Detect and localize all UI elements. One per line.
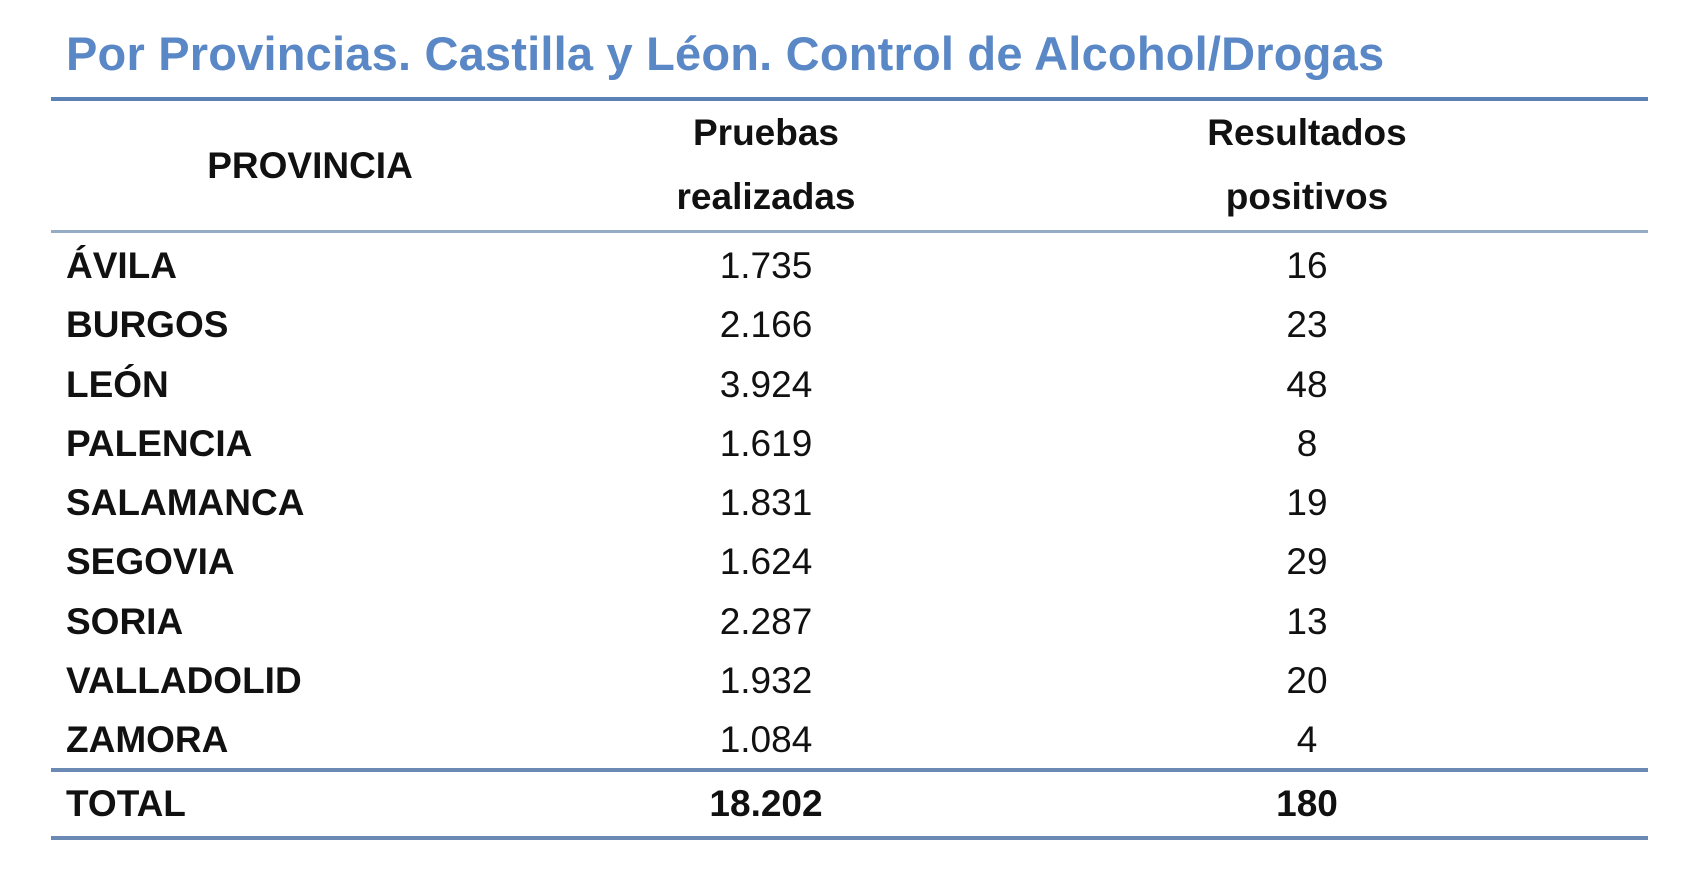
cell-positivos: 23 xyxy=(1286,304,1328,346)
header-resultados-line1: Resultados xyxy=(1207,112,1407,153)
header-resultados-positivos: Resultados positivos xyxy=(1207,101,1406,229)
cell-provincia: PALENCIA xyxy=(66,422,253,464)
cell-positivos: 16 xyxy=(1286,245,1328,286)
header-provincia: PROVINCIA xyxy=(207,145,413,186)
total-row: TOTAL 18.202 180 xyxy=(0,773,1706,835)
cell-positivos: 29 xyxy=(1286,541,1328,583)
header-pruebas-realizadas: Pruebas realizadas xyxy=(677,101,856,229)
bottom-rule xyxy=(51,836,1648,840)
header-resultados-line2: positivos xyxy=(1225,176,1389,217)
table-row: VALLADOLID 1.932 20 xyxy=(0,651,1706,710)
cell-pruebas: 1.624 xyxy=(719,541,813,583)
page-title: Por Provincias. Castilla y Léon. Control… xyxy=(66,27,1385,80)
cell-pruebas: 2.287 xyxy=(719,600,813,642)
cell-positivos: 20 xyxy=(1286,660,1328,702)
header-pruebas-line1: Pruebas xyxy=(692,112,840,153)
cell-provincia: ÁVILA xyxy=(66,245,177,286)
cell-positivos: 13 xyxy=(1286,600,1328,642)
cell-positivos: 4 xyxy=(1296,719,1318,761)
cell-provincia: BURGOS xyxy=(66,304,229,346)
title-rule xyxy=(51,97,1648,101)
table-row: ÁVILA 1.735 16 xyxy=(0,236,1706,295)
cell-provincia: SALAMANCA xyxy=(66,482,305,524)
header-pruebas-line2: realizadas xyxy=(676,176,856,217)
table-row: ZAMORA 1.084 4 xyxy=(0,710,1706,769)
cell-pruebas: 1.735 xyxy=(719,245,813,286)
table-row: PALENCIA 1.619 8 xyxy=(0,414,1706,473)
header-separator xyxy=(51,230,1648,233)
cell-pruebas: 1.084 xyxy=(719,719,813,761)
cell-provincia: LEÓN xyxy=(66,363,169,405)
table-body: ÁVILA 1.735 16 BURGOS 2.166 23 LEÓN 3.92… xyxy=(0,236,1706,770)
cell-provincia: SEGOVIA xyxy=(66,541,235,583)
cell-pruebas: 2.166 xyxy=(719,304,813,346)
table-row: BURGOS 2.166 23 xyxy=(0,295,1706,354)
cell-pruebas: 1.619 xyxy=(719,422,813,464)
cell-positivos: 8 xyxy=(1296,422,1318,464)
cell-provincia: ZAMORA xyxy=(66,719,229,761)
table-row: SORIA 2.287 13 xyxy=(0,592,1706,651)
total-separator xyxy=(51,768,1648,772)
cell-positivos: 48 xyxy=(1286,363,1328,405)
table-row: SALAMANCA 1.831 19 xyxy=(0,473,1706,532)
cell-positivos: 19 xyxy=(1286,482,1328,524)
cell-pruebas: 3.924 xyxy=(719,363,813,405)
cell-pruebas: 1.831 xyxy=(719,482,813,524)
cell-provincia: SORIA xyxy=(66,600,184,642)
table-row: SEGOVIA 1.624 29 xyxy=(0,532,1706,591)
total-label: TOTAL xyxy=(66,783,186,824)
cell-provincia: VALLADOLID xyxy=(66,660,302,702)
table-row: LEÓN 3.924 48 xyxy=(0,355,1706,414)
total-pruebas: 18.202 xyxy=(709,783,823,824)
total-positivos: 180 xyxy=(1276,783,1338,824)
cell-pruebas: 1.932 xyxy=(719,660,813,702)
